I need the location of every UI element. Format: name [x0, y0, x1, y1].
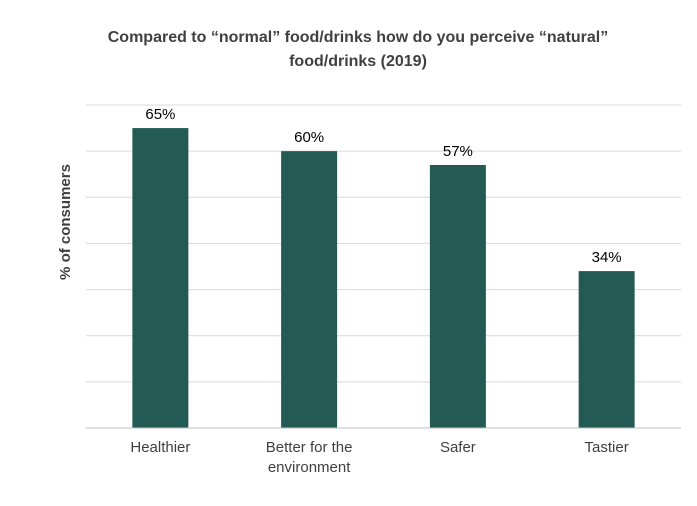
data-label: 60% — [294, 129, 324, 146]
y-axis-label: % of consumers — [57, 164, 74, 280]
bar-tastier — [578, 271, 635, 428]
bar-safer — [429, 164, 486, 428]
category-labels: Healthier Better for the environment Safer T… — [130, 439, 628, 476]
category-label: Safer — [440, 439, 476, 456]
category-label: Healthier — [130, 439, 190, 456]
chart-title-line-1: Compared to “normal” food/drinks how do … — [108, 29, 609, 46]
category-label: Better for the — [266, 439, 353, 456]
category-label: environment — [268, 459, 351, 476]
bars — [132, 128, 635, 429]
data-label: 65% — [145, 106, 175, 123]
bar-healthier — [132, 128, 189, 429]
bar-better-for-the-environment — [281, 151, 338, 428]
data-label: 34% — [592, 249, 622, 266]
category-label: Tastier — [585, 439, 629, 456]
data-label: 57% — [443, 143, 473, 160]
data-labels: 65% 60% 57% 34% — [145, 106, 621, 266]
chart-title-line-2: food/drinks (2019) — [289, 53, 427, 70]
